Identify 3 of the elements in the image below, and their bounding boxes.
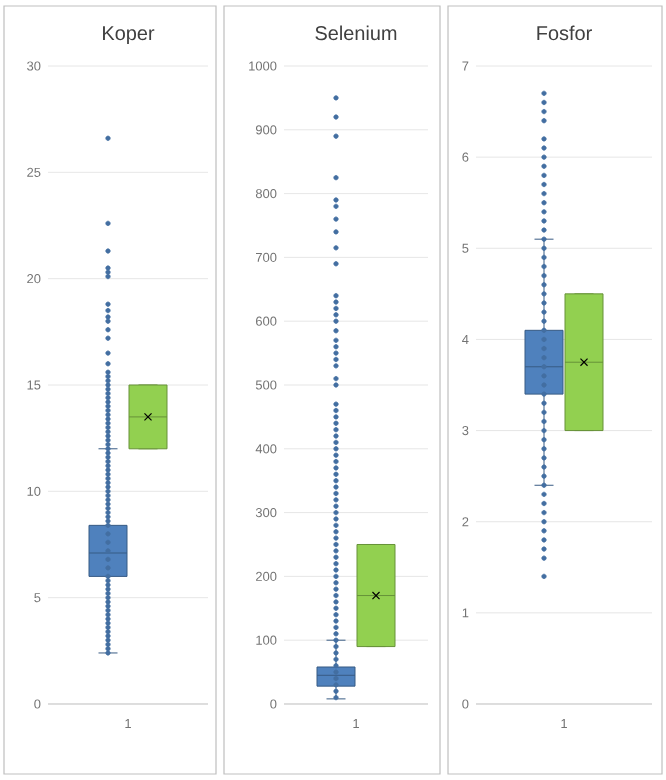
chart-title: Fosfor (537, 25, 592, 41)
chart-title: Koper (103, 26, 155, 45)
chart-title: Selenium (315, 25, 397, 41)
